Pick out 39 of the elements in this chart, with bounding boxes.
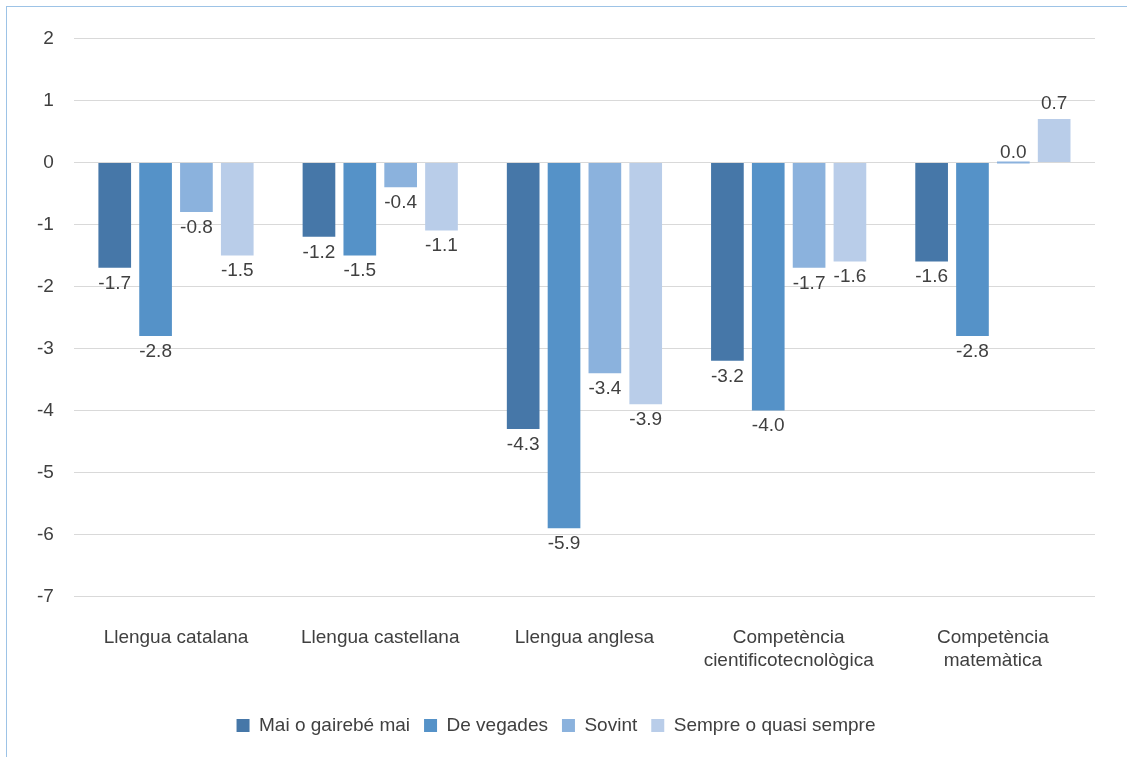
data-label: -1.7 <box>98 271 132 293</box>
y-tick-label: -6 <box>36 522 54 544</box>
data-label: -0.4 <box>384 190 418 212</box>
data-label: -1.7 <box>792 271 826 293</box>
legend-label: Sempre o quasi sempre <box>673 713 876 735</box>
x-tick-label: Competència cientificotecnològica <box>703 626 875 670</box>
x-tick-label: Llengua castellana <box>300 626 460 648</box>
data-label: -0.8 <box>180 215 213 237</box>
y-tick-label: -1 <box>36 212 54 234</box>
x-tick-label: Llengua catalana <box>103 626 249 648</box>
data-label: 0.7 <box>1040 91 1068 113</box>
data-label: -4.0 <box>751 414 785 436</box>
y-tick-label: -5 <box>36 460 54 482</box>
data-label: -1.1 <box>425 234 458 256</box>
y-tick-label: -7 <box>36 584 54 606</box>
y-tick-label: -3 <box>36 336 54 358</box>
y-tick-label: 2 <box>43 26 54 48</box>
data-label: -4.3 <box>506 432 540 454</box>
x-tick-label: Competència matemàtica <box>936 626 1050 670</box>
data-label: -3.4 <box>588 376 622 398</box>
data-label: -5.9 <box>547 531 581 553</box>
y-tick-label: -4 <box>36 398 55 420</box>
x-tick-label: Llengua anglesa <box>514 626 655 648</box>
legend-label: Sovint <box>584 713 638 735</box>
data-label: 0.0 <box>1000 141 1027 163</box>
data-label: -3.9 <box>629 407 663 429</box>
y-tick-label: -2 <box>36 274 54 296</box>
data-label: -1.6 <box>915 265 948 287</box>
data-label: -1.5 <box>343 259 377 281</box>
data-label: -3.2 <box>711 364 744 386</box>
legend-label: De vegades <box>446 713 548 735</box>
data-label: -2.8 <box>139 339 172 361</box>
y-tick-label: 0 <box>43 150 54 172</box>
legend-label: Mai o gairebé mai <box>259 713 411 735</box>
data-label: -1.6 <box>833 265 867 287</box>
data-label: -1.2 <box>302 240 336 262</box>
y-tick-label: 1 <box>43 88 54 110</box>
data-label: -1.5 <box>220 259 254 281</box>
data-label: -2.8 <box>956 339 989 361</box>
